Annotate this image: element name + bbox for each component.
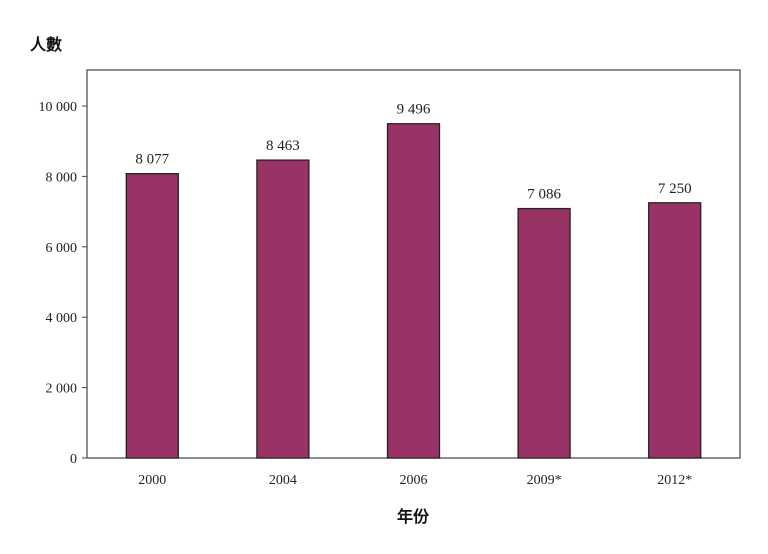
data-label: 7 086 — [527, 187, 561, 203]
data-label: 7 250 — [658, 181, 692, 197]
y-tick-label: 6 000 — [46, 241, 78, 256]
x-tick-label: 2004 — [269, 473, 297, 488]
y-tick-label: 0 — [70, 452, 77, 467]
bar-2009 — [517, 207, 571, 459]
bar-2004 — [256, 159, 310, 459]
data-label: 8 463 — [266, 138, 300, 154]
x-tick-label: 2009* — [527, 473, 562, 488]
data-label: 8 077 — [135, 152, 169, 168]
x-tick-label: 2006 — [400, 473, 428, 488]
bar-2006 — [386, 123, 441, 459]
x-axis-title: 年份 — [397, 507, 430, 526]
bar-2012 — [648, 202, 702, 459]
y-axis-title: 人數 — [30, 35, 62, 54]
x-tick-label: 2000 — [138, 473, 166, 488]
y-tick-label: 10 000 — [39, 100, 78, 115]
bar-2000 — [125, 173, 179, 459]
y-tick-label: 4 000 — [46, 311, 78, 326]
data-label: 9 496 — [397, 102, 431, 118]
x-tick-label: 2012* — [657, 473, 692, 488]
y-tick-label: 2 000 — [46, 382, 78, 397]
y-tick-label: 8 000 — [46, 170, 78, 185]
